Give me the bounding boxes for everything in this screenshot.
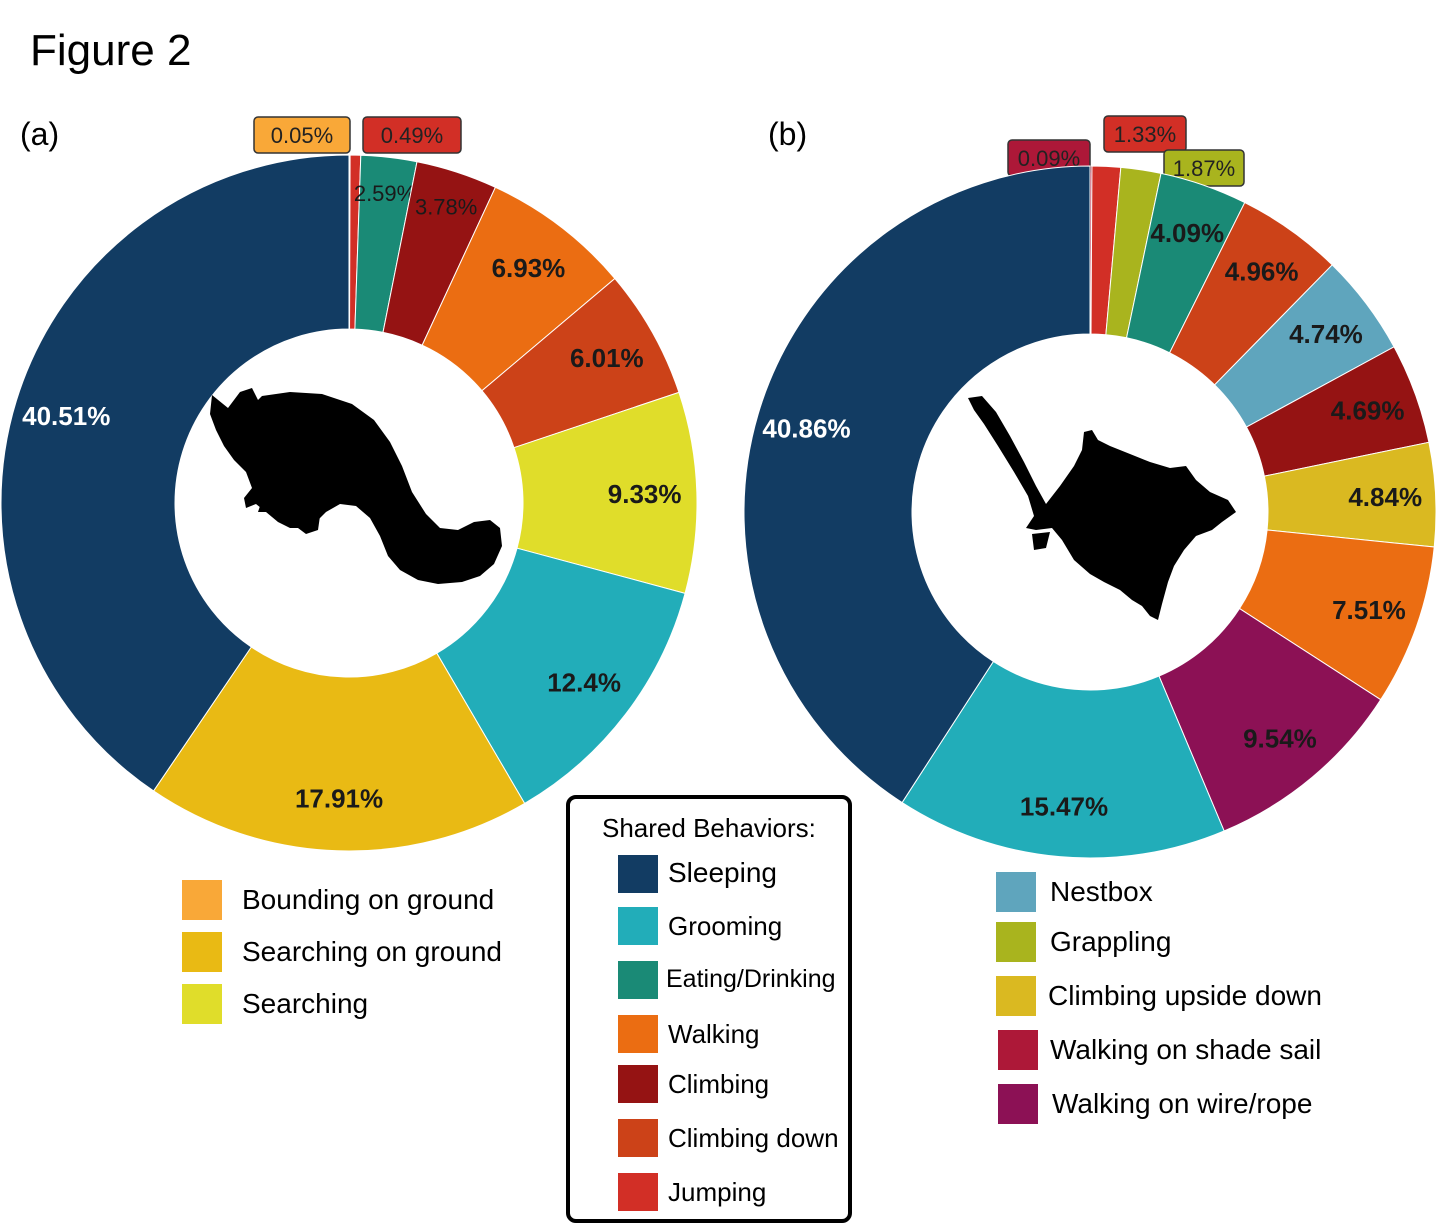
legend-shared: Shared Behaviors: Sleeping Grooming Eati… [566,795,852,1223]
figure-title: Figure 2 [30,26,192,75]
legend-label: Jumping [668,1177,767,1207]
slice-label: 40.51% [22,401,110,431]
slice-label: 4.69% [1331,396,1405,426]
donut-chart-b: 0.09%1.33%1.87%4.09%4.96%4.74%4.69%4.84%… [743,115,1437,859]
legend-swatch [182,984,222,1024]
panel-a-label: (a) [20,116,60,152]
legend-label: Bounding on ground [242,884,495,915]
legend-label: Climbing [668,1069,770,1099]
legend-swatch [618,1119,658,1157]
slice-label: 3.78% [415,194,477,219]
legend-swatch [618,1065,658,1103]
legend-label: Grappling [1050,926,1172,957]
callout-box [1103,115,1187,153]
legend-label: Searching on ground [242,936,502,967]
legend-label: Walking on shade sail [1050,1034,1322,1065]
legend-label: Walking [668,1019,760,1049]
legend-swatch [996,922,1036,962]
legend-swatch [618,907,658,945]
glider-silhouette-icon [968,396,1236,620]
legend-swatch [998,1084,1038,1124]
callout-box [253,116,351,154]
slice-label: 4.09% [1150,218,1224,248]
slice-label: 40.86% [762,413,850,443]
legend-label: Searching [242,988,369,1019]
legend-swatch [182,880,222,920]
pie-slice [0,154,350,792]
slice-label: 2.59% [354,181,416,206]
pie-slice [152,646,526,852]
legend-label: Sleeping [668,857,777,888]
donut-chart-a: 0.05% 0.49% 2.59%3.78% 6.93% 6.01% 9.33% 12.4%… [0,116,698,852]
legend-swatch [182,932,222,972]
legend-label: Grooming [668,911,783,941]
legend-swatch [996,976,1036,1016]
legend-swatch [996,872,1036,912]
slice-label: 9.54% [1243,724,1317,754]
slice-label: 1.87% [1173,156,1235,181]
legend-swatch [618,1173,658,1211]
slice-label: 1.33% [1114,122,1176,147]
slice-label: 0.49% [381,123,443,148]
legend-swatch [618,1015,658,1053]
slice-label: 6.93% [492,253,566,283]
legend-label: Eating/Drinking [666,965,836,993]
pie-slice [436,547,686,805]
slice-label: 0.05% [271,123,333,148]
legend-title: Shared Behaviors: [602,813,816,843]
pie-slice [743,165,1091,804]
possum-silhouette-icon [210,388,502,584]
slice-label: 4.74% [1289,319,1363,349]
slice-label: 9.33% [608,479,682,509]
slice-label: 4.84% [1348,482,1422,512]
slice-label: 12.4% [547,668,621,698]
callout-box [362,116,462,154]
pie-slice [901,660,1225,859]
slice-label: 4.96% [1225,256,1299,286]
legend-label: Climbing down [668,1123,839,1153]
slice-label: 17.91% [295,784,383,814]
slice-label: 15.47% [1020,791,1108,821]
slice-label: 6.01% [570,343,644,373]
legend-swatch [618,961,658,999]
panel-b-label: (b) [768,116,808,152]
legend-label: Climbing upside down [1048,980,1322,1011]
legend-label: Nestbox [1050,876,1153,907]
legend-swatch [618,855,658,893]
legend-label: Walking on wire/rope [1052,1088,1313,1119]
slice-label: 7.51% [1332,595,1406,625]
legend-swatch [998,1030,1038,1070]
